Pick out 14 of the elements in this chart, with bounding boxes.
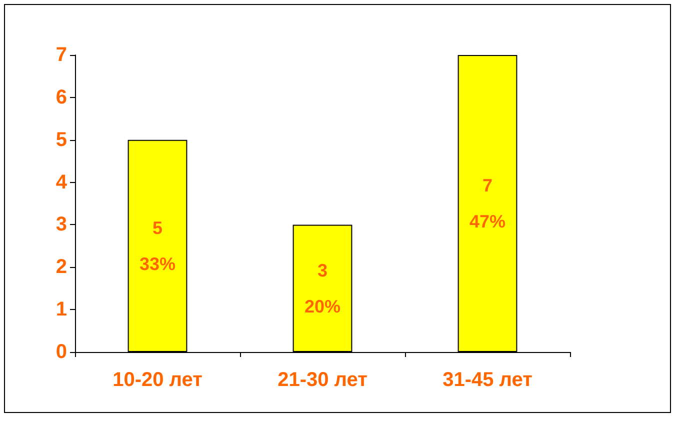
data-label: 3 20% — [304, 260, 341, 316]
data-label: 5 33% — [139, 218, 176, 274]
x-tick-label: 31-45 лет — [442, 369, 533, 391]
y-tick-label: 3 — [56, 214, 67, 236]
y-tick-label: 0 — [56, 341, 67, 363]
y-tick-label: 1 — [56, 298, 67, 321]
y-tick-label: 6 — [56, 86, 67, 108]
y-tick-label: 7 — [56, 44, 67, 66]
x-tick-label: 21-30 лет — [278, 369, 368, 391]
data-label: 7 47% — [469, 176, 506, 232]
y-tick-label: 5 — [56, 128, 67, 151]
x-tick-label: 10-20 лет — [112, 369, 203, 391]
y-tick-label: 2 — [56, 256, 67, 278]
y-tick-label: 4 — [56, 171, 68, 194]
